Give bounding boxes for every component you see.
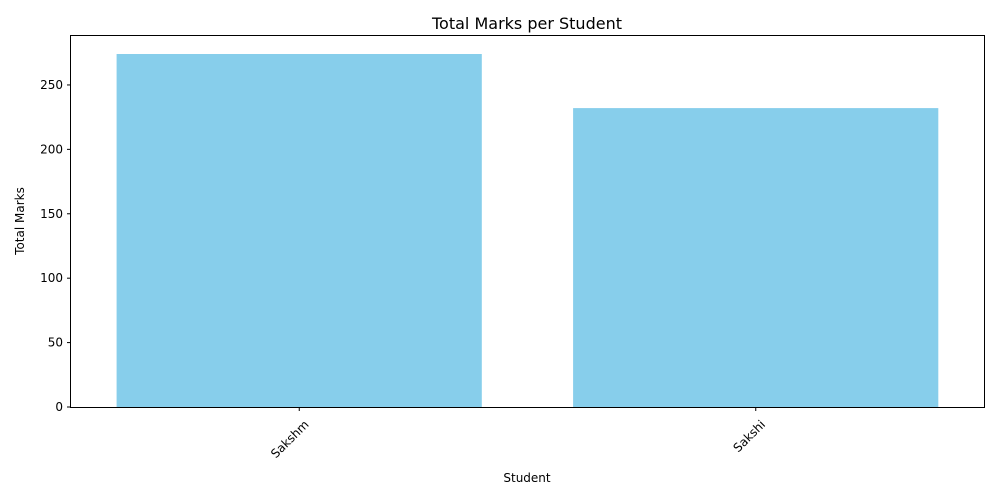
x-tick-label: Sakshi (731, 417, 769, 455)
y-tick-label: 150 (40, 207, 63, 221)
y-tick-label: 100 (40, 271, 63, 285)
bar-sakshm (116, 54, 482, 407)
chart-title: Total Marks per Student (431, 14, 622, 33)
y-tick-label: 200 (40, 142, 63, 156)
plot-area (116, 54, 939, 407)
x-axis-ticks: Sakshm Sakshi (268, 407, 768, 461)
y-axis-ticks: 0 50 100 150 200 250 (40, 78, 71, 414)
x-tick-label: Sakshm (268, 417, 311, 460)
x-axis-label: Student (503, 471, 551, 485)
y-tick-label: 50 (48, 336, 63, 350)
y-axis-label: Total Marks (13, 187, 27, 256)
y-tick-label: 0 (55, 400, 63, 414)
bar-sakshi (573, 108, 939, 407)
y-tick-label: 250 (40, 78, 63, 92)
plot-frame (70, 35, 985, 408)
